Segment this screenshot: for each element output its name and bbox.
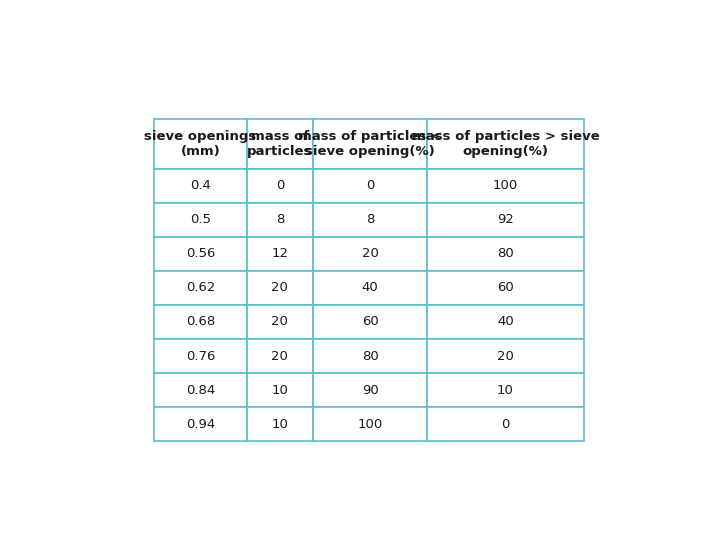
Bar bbox=[313, 119, 427, 169]
Bar bbox=[154, 407, 246, 441]
Text: 8: 8 bbox=[276, 213, 284, 226]
Text: 0.94: 0.94 bbox=[186, 417, 215, 430]
Bar bbox=[313, 271, 427, 305]
Bar bbox=[246, 407, 313, 441]
Bar bbox=[246, 203, 313, 237]
Bar bbox=[427, 169, 584, 203]
Bar bbox=[427, 271, 584, 305]
Bar bbox=[246, 119, 313, 169]
Text: sieve openings
(mm): sieve openings (mm) bbox=[144, 130, 256, 158]
Text: 8: 8 bbox=[366, 213, 374, 226]
Bar bbox=[154, 237, 246, 271]
Text: mass of particles > sieve
opening(%): mass of particles > sieve opening(%) bbox=[412, 130, 599, 158]
Text: 100: 100 bbox=[492, 179, 518, 192]
Text: 0.4: 0.4 bbox=[190, 179, 211, 192]
Bar bbox=[154, 119, 246, 169]
Bar bbox=[427, 407, 584, 441]
Text: 0: 0 bbox=[501, 417, 510, 430]
Text: mass of
particles: mass of particles bbox=[247, 130, 312, 158]
Text: 0: 0 bbox=[276, 179, 284, 192]
Text: 10: 10 bbox=[271, 383, 288, 396]
Text: 80: 80 bbox=[361, 349, 379, 362]
Bar bbox=[427, 203, 584, 237]
Text: 60: 60 bbox=[361, 315, 379, 328]
Text: 40: 40 bbox=[361, 281, 379, 294]
Text: 0.68: 0.68 bbox=[186, 315, 215, 328]
Text: 10: 10 bbox=[497, 383, 514, 396]
Bar bbox=[246, 305, 313, 339]
Text: 20: 20 bbox=[497, 349, 514, 362]
Bar bbox=[313, 203, 427, 237]
Bar bbox=[246, 339, 313, 373]
Text: 80: 80 bbox=[497, 247, 514, 260]
Text: mass of particles <
sieve opening(%): mass of particles < sieve opening(%) bbox=[298, 130, 442, 158]
Text: 60: 60 bbox=[497, 281, 514, 294]
Bar bbox=[313, 237, 427, 271]
Bar bbox=[154, 203, 246, 237]
Bar bbox=[427, 305, 584, 339]
Bar bbox=[154, 339, 246, 373]
Bar bbox=[154, 305, 246, 339]
Bar bbox=[246, 373, 313, 407]
Text: 90: 90 bbox=[361, 383, 379, 396]
Bar bbox=[427, 237, 584, 271]
Text: 40: 40 bbox=[497, 315, 514, 328]
Text: 0: 0 bbox=[366, 179, 374, 192]
Text: 0.84: 0.84 bbox=[186, 383, 215, 396]
Text: 20: 20 bbox=[271, 315, 288, 328]
Bar bbox=[154, 373, 246, 407]
Text: 0.76: 0.76 bbox=[186, 349, 215, 362]
Bar bbox=[313, 169, 427, 203]
Text: 10: 10 bbox=[271, 417, 288, 430]
Bar bbox=[154, 169, 246, 203]
Text: 20: 20 bbox=[361, 247, 379, 260]
Bar bbox=[427, 119, 584, 169]
Bar bbox=[313, 305, 427, 339]
Bar bbox=[154, 271, 246, 305]
Text: 20: 20 bbox=[271, 281, 288, 294]
Text: 100: 100 bbox=[357, 417, 383, 430]
Text: 92: 92 bbox=[497, 213, 514, 226]
Bar bbox=[313, 373, 427, 407]
Text: 0.56: 0.56 bbox=[186, 247, 215, 260]
Bar bbox=[246, 271, 313, 305]
Text: 0.5: 0.5 bbox=[190, 213, 211, 226]
Text: 12: 12 bbox=[271, 247, 288, 260]
Text: 0.62: 0.62 bbox=[186, 281, 215, 294]
Bar bbox=[246, 237, 313, 271]
Bar bbox=[313, 407, 427, 441]
Bar bbox=[427, 373, 584, 407]
Bar bbox=[313, 339, 427, 373]
Text: 20: 20 bbox=[271, 349, 288, 362]
Bar bbox=[246, 169, 313, 203]
Bar bbox=[427, 339, 584, 373]
